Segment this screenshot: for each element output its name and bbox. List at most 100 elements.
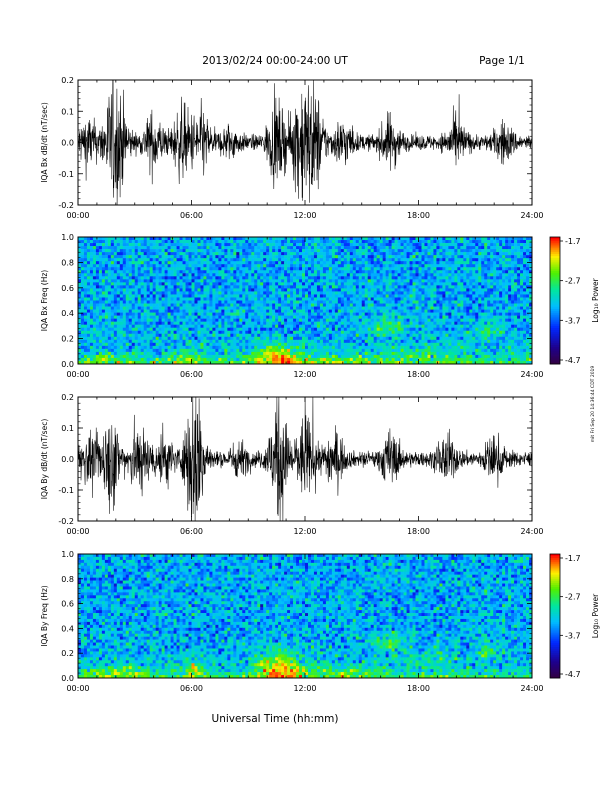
- spectrogram-cell: [152, 288, 156, 292]
- spectrogram-cell: [511, 261, 515, 265]
- spectrogram-cell: [316, 255, 321, 259]
- spectrogram-cell: [83, 315, 88, 319]
- spectrogram-cell: [131, 330, 136, 335]
- spectrogram-cell: [173, 258, 177, 262]
- spectrogram-cell: [511, 252, 515, 256]
- spectrogram-cell: [334, 300, 339, 304]
- spectrogram-cell: [233, 288, 237, 292]
- spectrogram-cell: [257, 252, 261, 256]
- spectrogram-cell: [412, 303, 416, 307]
- spectrogram-cell: [412, 285, 416, 289]
- spectrogram-cell: [263, 252, 267, 256]
- spectrogram-cell: [397, 306, 401, 310]
- spectrogram-cell: [224, 237, 228, 241]
- spectrogram-cell: [107, 315, 112, 319]
- spectrogram-cell: [481, 279, 485, 283]
- spectrogram-cell: [409, 237, 413, 241]
- spectrogram-cell: [104, 252, 109, 256]
- spectrogram-cell: [313, 279, 318, 283]
- spectrogram-cell: [176, 261, 180, 265]
- spectrogram-cell: [499, 279, 503, 283]
- spectrogram-cell: [478, 303, 482, 307]
- spectrogram-cell: [526, 315, 530, 319]
- spectrogram-cell: [299, 249, 303, 253]
- spectrogram-cell: [146, 294, 150, 298]
- spectrogram-cell: [206, 315, 210, 319]
- spectrogram-cell: [89, 258, 94, 262]
- spectrogram-cell: [367, 249, 372, 253]
- spectrogram-cell: [128, 276, 133, 280]
- spectrogram-cell: [493, 288, 497, 292]
- spectrogram-cell: [167, 270, 171, 274]
- spectrogram-cell: [92, 315, 97, 319]
- spectrogram-cell: [110, 330, 115, 335]
- spectrogram-cell: [520, 276, 524, 280]
- spectrogram-cell: [257, 306, 261, 310]
- spectrogram-cell: [322, 321, 327, 325]
- spectrogram-cell: [164, 282, 168, 286]
- spectrogram-cell: [227, 282, 231, 286]
- spectrogram-cell: [305, 309, 309, 313]
- spectrogram-cell: [361, 324, 366, 329]
- spectrogram-cell: [493, 321, 497, 325]
- spectrogram-cell: [337, 291, 342, 295]
- spectrogram-cell: [221, 246, 225, 250]
- spectrogram-cell: [284, 252, 288, 256]
- spectrogram-cell: [104, 309, 109, 313]
- spectrogram-cell: [305, 240, 309, 244]
- spectrogram-cell: [119, 276, 124, 280]
- spectrogram-cell: [316, 258, 321, 262]
- spectrogram-cell: [451, 255, 455, 259]
- spectrogram-cell: [325, 261, 330, 265]
- spectrogram-cell: [475, 324, 479, 329]
- spectrogram-cell: [319, 294, 324, 298]
- spectrogram-cell: [322, 291, 327, 295]
- spectrogram-cell: [236, 276, 240, 280]
- spectrogram-cell: [352, 243, 357, 247]
- spectrogram-cell: [113, 261, 118, 265]
- spectrogram-cell: [101, 321, 106, 325]
- spectrogram-cell: [104, 294, 109, 298]
- spectrogram-cell: [505, 258, 509, 262]
- spectrogram-cell: [266, 318, 270, 322]
- spectrogram-cell: [155, 240, 159, 244]
- spectrogram-cell: [496, 297, 500, 301]
- spectrogram-cell: [481, 306, 485, 310]
- spectrogram-cell: [197, 330, 201, 335]
- spectrogram-cell: [278, 297, 282, 301]
- spectrogram-cell: [260, 309, 264, 313]
- spectrogram-cell: [152, 237, 156, 241]
- spectrogram-cell: [236, 300, 240, 304]
- spectrogram-cell: [194, 330, 198, 335]
- spectrogram-cell: [433, 300, 437, 304]
- spectrogram-cell: [293, 282, 297, 286]
- spectrogram-cell: [397, 327, 401, 332]
- spectrogram-cell: [170, 291, 174, 295]
- spectrogram-cell: [269, 246, 273, 250]
- spectrogram-cell: [493, 330, 497, 335]
- spectrogram-cell: [140, 276, 145, 280]
- spectrogram-cell: [242, 249, 246, 253]
- spectrogram-cell: [113, 306, 118, 310]
- spectrogram-cell: [146, 267, 150, 271]
- spectrogram-cell: [89, 312, 94, 316]
- spectrogram-cell: [403, 285, 407, 289]
- spectrogram-cell: [80, 243, 85, 247]
- spectrogram-cell: [517, 288, 521, 292]
- spectrogram-cell: [343, 270, 348, 274]
- spectrogram-cell: [400, 249, 404, 253]
- spectrogram-cell: [430, 258, 434, 262]
- spectrogram-cell: [182, 270, 186, 274]
- spectrogram-cell: [293, 312, 297, 316]
- spectrogram-cell: [358, 312, 363, 316]
- spectrogram-cell: [496, 243, 500, 247]
- spectrogram-cell: [305, 288, 309, 292]
- spectrogram-cell: [299, 315, 303, 319]
- spectrogram-cell: [484, 243, 488, 247]
- spectrogram-cell: [269, 243, 273, 247]
- spectrogram-cell: [113, 273, 118, 277]
- spectrogram-cell: [299, 255, 303, 259]
- y-tick-label: -0.1: [58, 170, 74, 179]
- spectrogram-cell: [299, 291, 303, 295]
- spectrogram-cell: [215, 327, 219, 332]
